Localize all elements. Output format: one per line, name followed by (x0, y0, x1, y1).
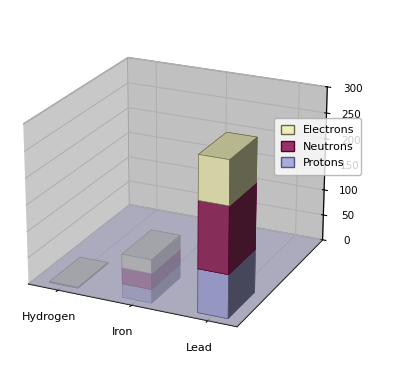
Legend: Electrons, Neutrons, Protons: Electrons, Neutrons, Protons (274, 118, 361, 175)
